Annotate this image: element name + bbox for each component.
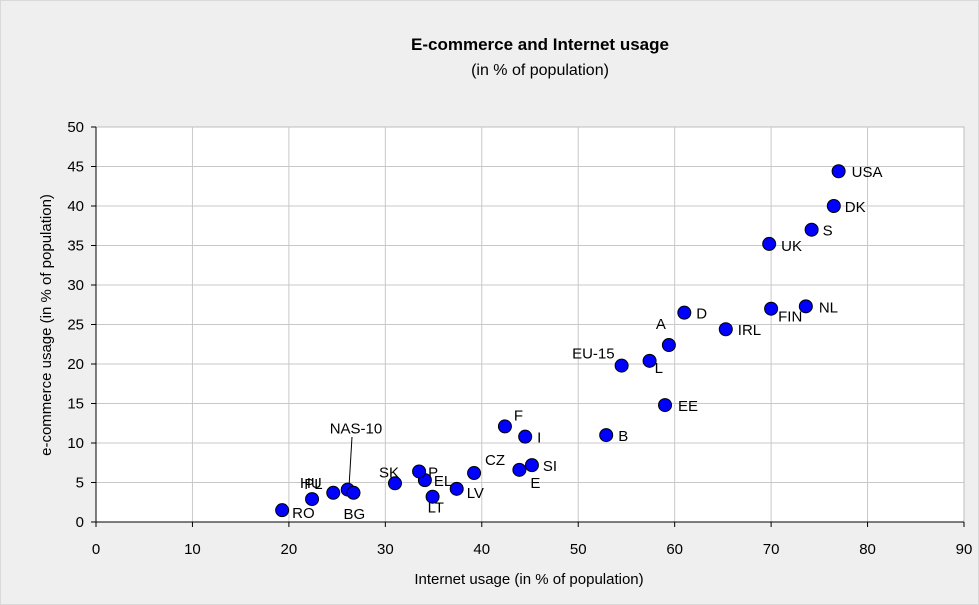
point-label-pl: PL [304, 476, 322, 493]
point-label-b: B [618, 428, 628, 445]
point-label-lv: LV [467, 485, 484, 502]
data-point-hu [305, 492, 320, 507]
point-label-irl: IRL [738, 322, 761, 339]
data-point-p [412, 464, 427, 479]
x-tick-label: 0 [92, 541, 100, 558]
y-tick-label: 20 [67, 356, 84, 373]
data-point-d [677, 305, 692, 320]
data-point-sk [387, 476, 402, 491]
data-point-e [512, 462, 527, 477]
point-label-p: P [428, 464, 438, 481]
x-tick-label: 30 [377, 541, 394, 558]
point-label-eu-15: EU-15 [572, 346, 615, 363]
data-point-f [497, 419, 512, 434]
point-label-uk: UK [781, 238, 802, 255]
data-point-eu-15 [614, 358, 629, 373]
point-label-cz: CZ [485, 452, 505, 469]
y-tick-labels: 0 5 10 15 20 25 30 35 40 45 50 [67, 119, 84, 531]
data-point-b [599, 428, 614, 443]
data-point-l [642, 353, 657, 368]
data-point-i [518, 429, 533, 444]
data-point-ro [275, 503, 290, 518]
y-tick-label: 15 [67, 396, 84, 413]
x-tick-label: 20 [281, 541, 298, 558]
x-tick-label: 60 [666, 541, 683, 558]
data-point-irl [718, 322, 733, 337]
point-label-usa: USA [852, 164, 883, 181]
y-tick-label: 50 [67, 119, 84, 136]
point-label-i: I [537, 430, 541, 447]
data-point-lv [449, 481, 464, 496]
point-label-a: A [656, 316, 666, 333]
point-label-dk: DK [845, 199, 866, 216]
y-tick-label: 40 [67, 198, 84, 215]
point-label-ro: RO [292, 505, 315, 522]
point-label-f: F [514, 407, 523, 424]
point-label-s: S [823, 223, 833, 240]
point-label-nas-10: NAS-10 [330, 421, 383, 438]
data-point-cz [467, 466, 482, 481]
x-tick-label: 10 [184, 541, 201, 558]
point-label-lt: LT [428, 500, 444, 517]
x-tick-label: 80 [859, 541, 876, 558]
x-tick-label: 50 [570, 541, 587, 558]
point-label-l: L [655, 360, 663, 377]
point-label-e: E [530, 475, 540, 492]
point-label-d: D [696, 306, 707, 323]
point-label-ee: EE [678, 398, 698, 415]
point-label-hu: HU [300, 475, 322, 492]
data-point-uk [762, 236, 777, 251]
x-tick-label: 70 [763, 541, 780, 558]
data-point-dk [826, 199, 841, 213]
y-tick-label: 30 [67, 277, 84, 294]
y-tick-label: 35 [67, 238, 84, 255]
chart-title: E-commerce and Internet usage [411, 35, 669, 54]
y-tick-label: 5 [76, 475, 84, 492]
nas-10-leader-line [348, 436, 353, 488]
x-tick-label: 40 [473, 541, 490, 558]
y-tick-label: 0 [76, 514, 84, 531]
y-tick-label: 25 [67, 317, 84, 334]
chart-subtitle: (in % of population) [471, 62, 609, 79]
data-point-fin [764, 301, 779, 316]
point-label-si: SI [543, 458, 557, 475]
gridlines [96, 127, 964, 522]
data-point-si [524, 458, 539, 473]
point-label-nl: NL [819, 299, 838, 316]
point-label-el: EL [434, 473, 452, 490]
x-tick-label: 90 [956, 541, 973, 558]
y-tick-label: 10 [67, 435, 84, 452]
x-tick-labels: 0 10 20 30 40 50 60 70 80 90 [92, 541, 973, 558]
y-tick-label: 45 [67, 159, 84, 176]
data-point-bg [346, 485, 361, 500]
axes [91, 126, 965, 527]
x-axis-label: Internet usage (in % of population) [414, 571, 643, 588]
data-point-usa [831, 164, 846, 179]
point-label-sk: SK [379, 464, 399, 481]
data-point-ee [658, 398, 673, 413]
data-point-s [804, 222, 819, 237]
y-axis-label: e-commerce usage (in % of population) [38, 194, 55, 456]
data-points [275, 164, 846, 518]
point-label-bg: BG [344, 506, 366, 523]
data-point-a [661, 338, 676, 353]
point-label-fin: FIN [778, 309, 802, 326]
data-point-lt [425, 489, 440, 504]
data-point-nl [798, 299, 813, 314]
data-point-pl [326, 485, 341, 500]
